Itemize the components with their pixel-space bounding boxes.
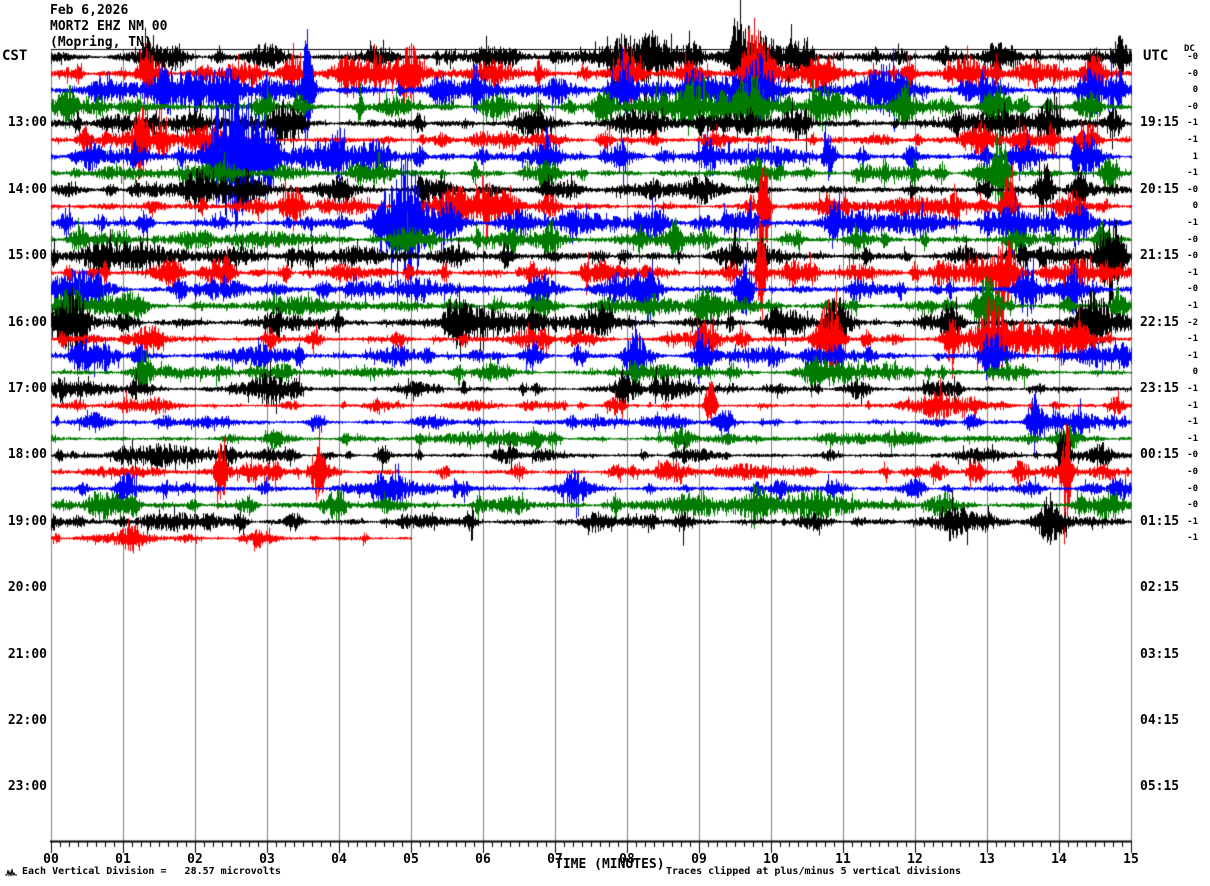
dc-value: -1	[1187, 350, 1198, 361]
cst-hour-label: 16:00	[7, 314, 47, 330]
utc-hour-label: 05:15	[1140, 779, 1180, 795]
header-date: Feb 6,2026	[50, 3, 129, 18]
dc-value: -1	[1187, 118, 1198, 129]
clip-note: Traces clipped at plus/minus 5 vertical …	[666, 866, 962, 877]
cst-hour-label: 18:00	[7, 447, 47, 463]
dc-value: -1	[1187, 218, 1198, 228]
x-tick-label: 14	[1051, 852, 1067, 867]
dc-value: -1	[1187, 400, 1198, 411]
utc-hour-label: 21:15	[1140, 248, 1180, 264]
x-tick-label: 05	[403, 852, 419, 867]
dc-value: -0	[1187, 234, 1198, 245]
dc-value: -1	[1187, 135, 1198, 145]
utc-hour-label: 19:15	[1140, 115, 1180, 131]
dc-value: -1	[1187, 533, 1198, 544]
x-tick-label: 07	[547, 852, 563, 867]
x-tick-label: 04	[331, 852, 347, 867]
dc-value: -0	[1187, 467, 1198, 477]
cst-hour-label: 19:00	[7, 513, 47, 529]
dc-value: 0	[1192, 201, 1198, 212]
header-station: MORT2 EHZ NM 00	[50, 19, 168, 34]
dc-value: -1	[1187, 417, 1198, 428]
dc-value: -0	[1187, 450, 1198, 461]
dc-value: -0	[1187, 68, 1198, 79]
cst-hour-label: 21:00	[7, 646, 47, 662]
dc-value: -0	[1187, 483, 1198, 494]
utc-hour-label: 00:15	[1140, 447, 1180, 463]
dc-value: -0	[1187, 251, 1198, 262]
x-tick-label: 13	[979, 852, 995, 867]
x-axis-title: TIME (MINUTES)	[555, 857, 665, 872]
x-tick-label: 06	[475, 852, 491, 867]
x-tick-label: 09	[691, 852, 707, 867]
utc-hour-label: 22:15	[1140, 314, 1180, 330]
x-tick-label: 02	[187, 852, 203, 867]
cst-hour-label: 14:00	[7, 181, 47, 197]
dc-value: -1	[1187, 516, 1198, 527]
utc-hour-label: 02:15	[1140, 580, 1180, 596]
cst-hour-label: 23:00	[7, 779, 47, 795]
dc-value: -0	[1187, 52, 1198, 62]
x-tick-label: 15	[1123, 852, 1139, 867]
dc-value: -0	[1187, 101, 1198, 112]
dc-value: -0	[1187, 284, 1198, 295]
scale-note: Each Vertical Division = 28.57 microvolt…	[22, 866, 281, 877]
cst-hour-label: 13:00	[7, 115, 47, 131]
cst-hour-label: 15:00	[7, 248, 47, 264]
utc-hour-label: 01:15	[1140, 513, 1180, 529]
x-tick-label: 08	[619, 852, 635, 867]
dc-value: -1	[1187, 301, 1198, 311]
x-tick-label: 12	[907, 852, 923, 867]
dc-value: 1	[1192, 151, 1198, 162]
dc-value: -1	[1187, 334, 1198, 345]
utc-hour-label: 03:15	[1140, 646, 1180, 662]
dc-value: -1	[1187, 384, 1198, 394]
cst-hour-label: 20:00	[7, 580, 47, 596]
dc-value: -0	[1187, 500, 1198, 511]
cst-hour-label: 17:00	[7, 381, 47, 396]
x-tick-label: 01	[115, 852, 131, 867]
cst-hour-label: 22:00	[7, 713, 47, 728]
dc-value: 0	[1192, 367, 1198, 378]
utc-hour-label: 04:15	[1140, 713, 1180, 728]
header-location: (Mopring, TN)	[50, 35, 152, 50]
dc-value: -1	[1187, 168, 1198, 179]
waveform-logo-icon	[5, 868, 17, 877]
dc-value: -0	[1187, 184, 1198, 195]
dc-value: 0	[1192, 85, 1198, 96]
x-tick-label: 10	[763, 852, 779, 867]
dc-column-label: DC	[1184, 44, 1195, 54]
left-axis-label: CST	[2, 48, 28, 64]
utc-hour-label: 23:15	[1140, 381, 1180, 396]
dc-value: -1	[1187, 267, 1198, 278]
x-tick-label: 11	[835, 852, 851, 867]
dc-value: -1	[1187, 433, 1198, 444]
utc-hour-label: 20:15	[1140, 181, 1180, 197]
right-axis-label: UTC	[1143, 48, 1169, 64]
x-tick-label: 00	[43, 852, 59, 867]
x-tick-label: 03	[259, 852, 275, 867]
dc-value: -2	[1187, 317, 1198, 328]
